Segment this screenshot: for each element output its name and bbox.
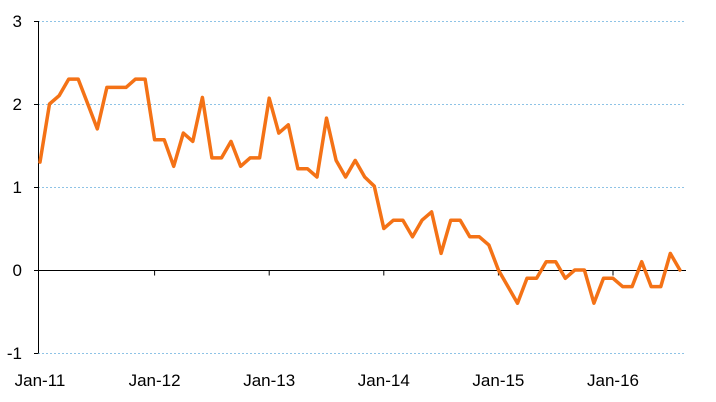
- gridlines: [38, 21, 686, 354]
- y-tick-label: 2: [13, 95, 22, 114]
- series-line-0: [38, 77, 682, 305]
- y-tick-label: -1: [7, 344, 22, 363]
- x-tick-label: Jan-12: [129, 371, 181, 390]
- x-tick-label: Jan-15: [472, 371, 524, 390]
- y-tick-label: 1: [13, 178, 22, 197]
- x-tick-labels: Jan-11 Jan-12 Jan-13 Jan-14 Jan-15 Jan-16: [15, 371, 639, 390]
- x-tick-label: Jan-14: [358, 371, 410, 390]
- x-tick-label: Jan-13: [243, 371, 295, 390]
- y-tick-label: 3: [13, 12, 22, 31]
- y-tick-label: 0: [13, 261, 22, 280]
- y-tick-labels: -1 0 1 2 3: [7, 12, 22, 363]
- series: [38, 77, 682, 305]
- x-tick-label: Jan-11: [15, 371, 66, 390]
- x-tick-label: Jan-16: [587, 371, 639, 390]
